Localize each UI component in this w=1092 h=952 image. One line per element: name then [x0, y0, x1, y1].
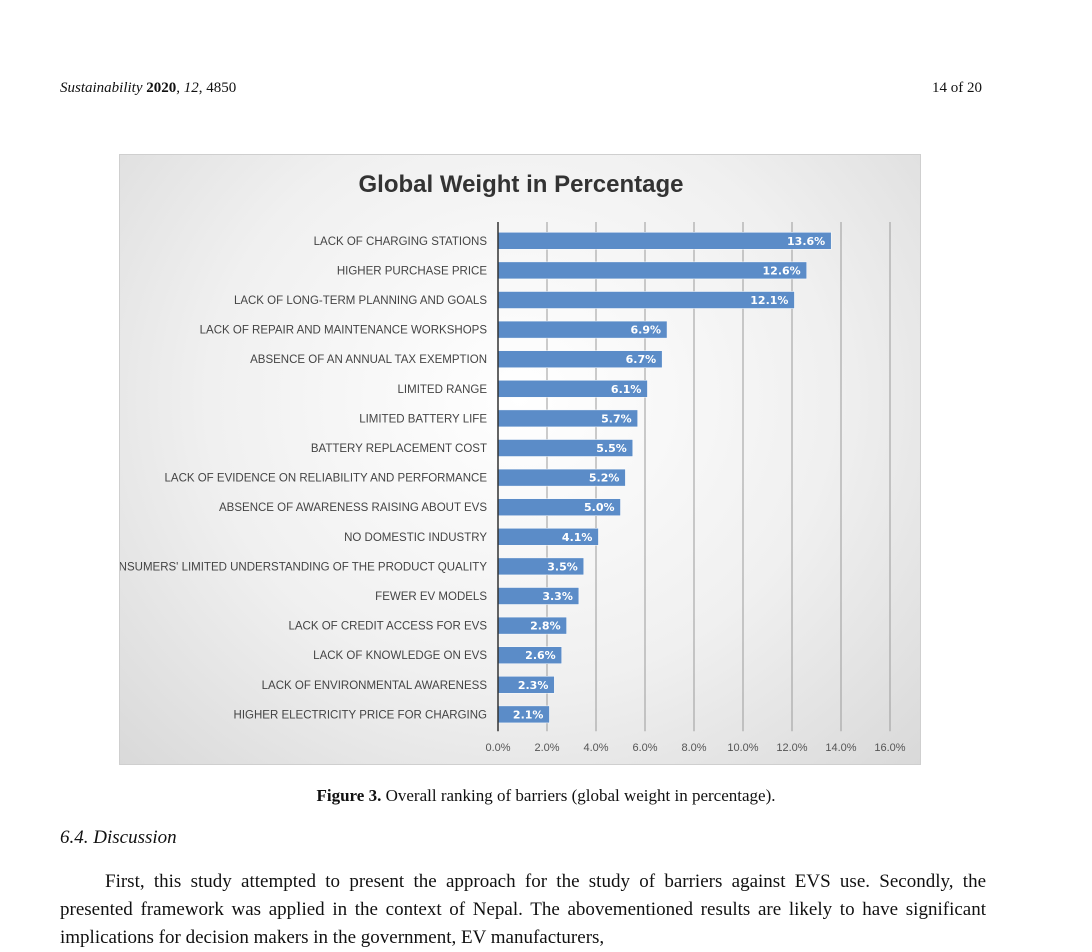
x-tick-label: 12.0% — [776, 742, 807, 754]
value-label: 6.9% — [631, 324, 662, 337]
x-tick-label: 8.0% — [681, 742, 706, 754]
bar-chart: 0.0% 2.0% 4.0% 6.0% 8.0% 10.0% 12.0% 14.0% 16.0%… — [120, 222, 906, 754]
category-label: FEWER EV MODELS — [375, 591, 487, 603]
category-label: LACK OF KNOWLEDGE ON EVS — [313, 650, 487, 662]
bar — [497, 261, 807, 280]
value-label: 3.5% — [547, 560, 578, 573]
category-label: HIGHER ELECTRICITY PRICE FOR CHARGING — [234, 709, 488, 721]
category-label: ABSENCE OF AWARENESS RAISING ABOUT EVS — [219, 502, 487, 514]
x-tick-label: 14.0% — [825, 742, 856, 754]
value-label: 4.1% — [562, 531, 593, 544]
category-label: BATTERY REPLACEMENT COST — [311, 443, 487, 455]
category-label: LACK OF REPAIR AND MAINTENANCE WORKSHOPS — [200, 325, 488, 337]
value-label: 12.1% — [750, 294, 788, 307]
value-label: 6.7% — [626, 353, 657, 366]
x-tick-label: 4.0% — [583, 742, 608, 754]
journal-volume: 12 — [183, 80, 199, 96]
value-label: 2.1% — [513, 708, 544, 721]
bar — [497, 232, 832, 250]
value-label: 3.3% — [542, 590, 573, 603]
section-heading: 6.4. Discussion — [60, 827, 177, 848]
value-label: 2.6% — [525, 649, 556, 662]
value-label: 2.3% — [518, 679, 549, 692]
x-tick-label: 0.0% — [485, 742, 510, 754]
running-header-citation: Sustainability 2020, 12, 4850 — [60, 80, 237, 96]
journal-name: Sustainability — [60, 80, 143, 96]
category-label: ABSENCE OF AN ANNUAL TAX EXEMPTION — [250, 354, 487, 366]
category-label: LACK OF CREDIT ACCESS FOR EVS — [288, 621, 487, 633]
value-label: 13.6% — [787, 235, 825, 248]
value-label: 5.2% — [589, 472, 620, 485]
caption-label: Figure 3. — [316, 786, 382, 805]
category-label: LIMITED BATTERY LIFE — [359, 413, 487, 425]
x-tick-label: 6.0% — [632, 742, 657, 754]
page-number: 14 of 20 — [932, 80, 982, 96]
caption-text: Overall ranking of barriers (global weig… — [385, 786, 776, 805]
category-label: LACK OF LONG-TERM PLANNING AND GOALS — [234, 295, 487, 307]
article-number: 4850 — [206, 80, 237, 96]
figure-chart: Global Weight in Percentage 0.0% 2.0% 4.0%… — [119, 154, 921, 765]
value-label: 5.7% — [601, 412, 632, 425]
value-label: 2.8% — [530, 620, 561, 633]
category-label: LACK OF EVIDENCE ON RELIABILITY AND PERF… — [165, 473, 488, 485]
x-tick-label: 2.0% — [534, 742, 559, 754]
x-tick-label: 10.0% — [727, 742, 758, 754]
category-label: NO DOMESTIC INDUSTRY — [344, 532, 487, 544]
journal-year: 2020 — [146, 80, 177, 96]
chart-title: Global Weight in Percentage — [358, 171, 684, 198]
value-label: 12.6% — [763, 264, 801, 277]
body-paragraph: First, this study attempted to present t… — [60, 871, 986, 948]
value-label: 6.1% — [611, 383, 642, 396]
value-label: 5.5% — [596, 442, 627, 455]
category-label: LACK OF CHARGING STATIONS — [314, 236, 488, 248]
value-label: 5.0% — [584, 501, 615, 514]
category-label: LIMITED RANGE — [398, 384, 488, 396]
figure-caption: Figure 3. Overall ranking of barriers (g… — [0, 786, 1092, 806]
category-label: HIGHER PURCHASE PRICE — [337, 265, 487, 277]
category-label: CONSUMERS' LIMITED UNDERSTANDING OF THE … — [120, 561, 487, 573]
x-tick-label: 16.0% — [874, 742, 905, 754]
category-label: LACK OF ENVIRONMENTAL AWARENESS — [262, 680, 488, 692]
